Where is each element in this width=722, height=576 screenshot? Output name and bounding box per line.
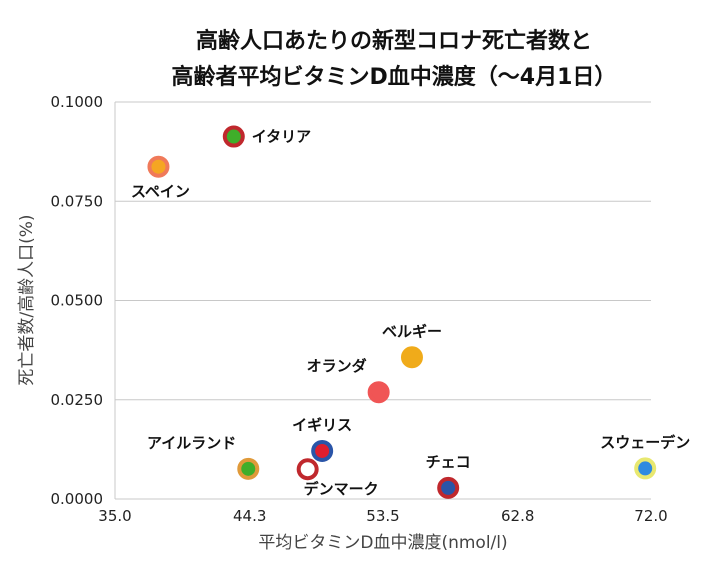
point-label: ベルギー	[382, 322, 442, 340]
x-tick-label: 62.8	[501, 507, 534, 525]
y-tick-label: 0.0500	[51, 292, 104, 310]
y-tick-label: 0.0250	[51, 391, 104, 409]
x-tick-label: 72.0	[634, 507, 667, 525]
data-point	[237, 457, 260, 480]
point-label: アイルランド	[147, 434, 236, 452]
x-tick-label: 35.0	[98, 507, 131, 525]
data-point	[296, 458, 319, 481]
grid-layer	[114, 101, 651, 500]
point-label: イギリス	[292, 416, 352, 434]
data-points	[147, 125, 657, 499]
chart-title-line-2: 高齢者平均ビタミンD血中濃度（〜4月1日）	[172, 64, 617, 90]
point-label: オランダ	[307, 357, 367, 375]
chart-title-line-1: 高齢人口あたりの新型コロナ死亡者数と	[196, 28, 592, 54]
y-tick-label: 0.1000	[51, 93, 104, 111]
y-tick-label: 0.0750	[51, 192, 104, 210]
data-point	[147, 155, 170, 178]
data-point	[437, 476, 460, 499]
data-point	[634, 457, 657, 480]
y-tick-labels: 0.0000 0.0250 0.0500 0.0750 0.1000	[51, 93, 104, 508]
data-point	[311, 439, 334, 462]
x-tick-labels: 35.0 44.3 53.5 62.8 72.0	[98, 507, 667, 525]
data-point	[400, 346, 423, 369]
data-point	[222, 125, 245, 148]
data-point	[367, 381, 390, 404]
x-axis-label: 平均ビタミンD血中濃度(nmol/l)	[258, 533, 507, 553]
point-label: イタリア	[252, 128, 311, 146]
point-label: スペイン	[131, 183, 190, 201]
point-label: スウェーデン	[600, 433, 690, 451]
x-tick-label: 44.3	[233, 507, 266, 525]
x-tick-label: 53.5	[366, 507, 399, 525]
point-label: デンマーク	[304, 480, 379, 498]
y-tick-label: 0.0000	[51, 490, 104, 508]
y-axis-label: 死亡者数/高齢人口(%)	[17, 214, 37, 385]
point-label: チェコ	[426, 453, 471, 471]
